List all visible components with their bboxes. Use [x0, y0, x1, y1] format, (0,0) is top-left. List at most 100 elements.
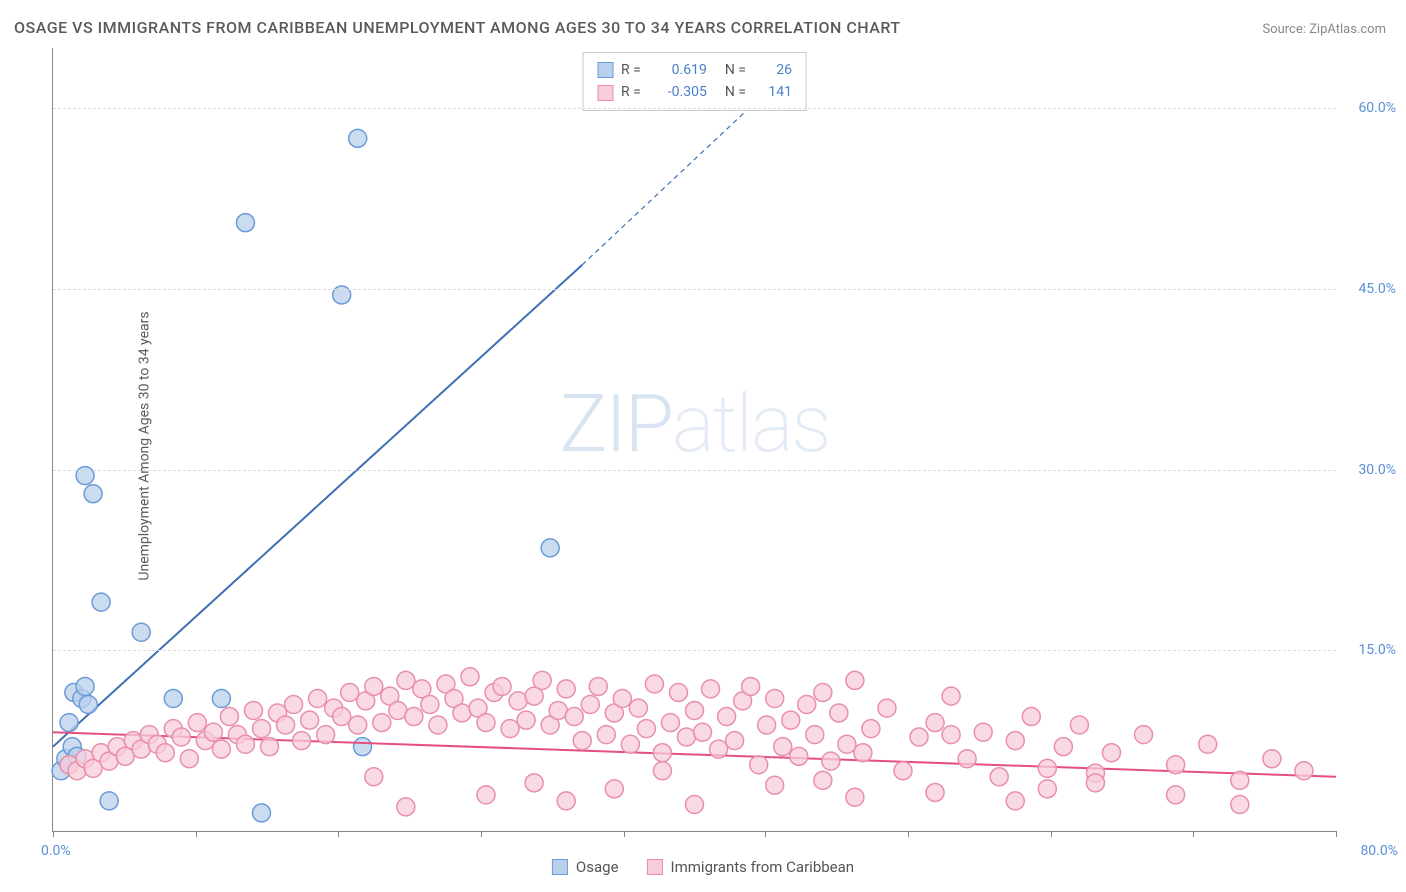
series-name: Osage: [576, 858, 619, 876]
scatter-point: [236, 735, 254, 753]
scatter-point: [349, 129, 367, 147]
scatter-point: [926, 783, 944, 801]
y-tick-label: 45.0%: [1341, 281, 1396, 297]
scatter-point: [589, 677, 607, 695]
scatter-point: [862, 720, 880, 738]
scatter-point: [204, 723, 222, 741]
scatter-point: [718, 708, 736, 726]
legend-swatch: [647, 859, 663, 875]
scatter-point: [1263, 750, 1281, 768]
scatter-point: [605, 780, 623, 798]
scatter-point: [974, 723, 992, 741]
scatter-point: [597, 726, 615, 744]
legend-n-label: N =: [725, 81, 746, 103]
scatter-point: [453, 704, 471, 722]
plot-area: ZIPatlas R =0.619N =26R =-0.305N =141 0.…: [52, 48, 1336, 832]
scatter-point: [990, 768, 1008, 786]
scatter-point: [1070, 716, 1088, 734]
legend-swatch: [597, 62, 613, 78]
source-label: Source:: [1262, 22, 1305, 37]
scatter-point: [758, 716, 776, 734]
scatter-point: [533, 671, 551, 689]
scatter-point: [766, 689, 784, 707]
scatter-point: [252, 720, 270, 738]
legend-n-value: 141: [758, 81, 792, 103]
series-legend-item: Osage: [552, 858, 619, 876]
scatter-point: [397, 798, 415, 816]
scatter-point: [557, 792, 575, 810]
x-tick: [338, 831, 339, 837]
legend-r-value: -0.305: [653, 81, 707, 103]
scatter-point: [172, 728, 190, 746]
correlation-legend-row: R =0.619N =26: [597, 59, 792, 81]
scatter-point: [613, 689, 631, 707]
scatter-point: [750, 756, 768, 774]
scatter-point: [293, 732, 311, 750]
correlation-legend: R =0.619N =26R =-0.305N =141: [582, 52, 807, 111]
scatter-point: [541, 539, 559, 557]
scatter-point: [429, 716, 447, 734]
scatter-point: [686, 795, 704, 813]
scatter-point: [677, 728, 695, 746]
scatter-point: [156, 744, 174, 762]
scatter-point: [1135, 726, 1153, 744]
legend-r-value: 0.619: [653, 59, 707, 81]
y-tick-label: 60.0%: [1341, 100, 1396, 116]
legend-swatch: [552, 859, 568, 875]
scatter-point: [790, 747, 808, 765]
scatter-point: [309, 689, 327, 707]
scatter-point: [397, 671, 415, 689]
scatter-point: [365, 677, 383, 695]
scatter-point: [285, 696, 303, 714]
scatter-point: [846, 788, 864, 806]
scatter-point: [349, 716, 367, 734]
scatter-point: [317, 726, 335, 744]
scatter-point: [1006, 732, 1024, 750]
scatter-point: [1038, 780, 1056, 798]
scatter-point: [477, 714, 495, 732]
scatter-point: [822, 752, 840, 770]
series-legend-item: Immigrants from Caribbean: [647, 858, 855, 876]
scatter-point: [517, 711, 535, 729]
gridline: [53, 108, 1336, 109]
scatter-point: [341, 683, 359, 701]
scatter-point: [1231, 795, 1249, 813]
scatter-point: [1022, 708, 1040, 726]
scatter-point: [405, 708, 423, 726]
scatter-point: [942, 726, 960, 744]
scatter-point: [1167, 756, 1185, 774]
gridline: [53, 470, 1336, 471]
scatter-point: [581, 696, 599, 714]
scatter-point: [653, 762, 671, 780]
scatter-point: [958, 750, 976, 768]
scatter-point: [565, 708, 583, 726]
scatter-point: [421, 696, 439, 714]
scatter-point: [365, 768, 383, 786]
scatter-point: [742, 677, 760, 695]
scatter-point: [629, 699, 647, 717]
scatter-point: [60, 714, 78, 732]
scatter-point: [1231, 771, 1249, 789]
scatter-point: [100, 792, 118, 810]
scatter-point: [661, 714, 679, 732]
scatter-point: [493, 677, 511, 695]
trend-line: [53, 265, 582, 747]
scatter-point: [702, 680, 720, 698]
scatter-point: [180, 750, 198, 768]
legend-swatch: [597, 85, 613, 101]
scatter-point: [509, 692, 527, 710]
scatter-point: [710, 740, 728, 758]
scatter-point: [277, 716, 295, 734]
scatter-point: [910, 728, 928, 746]
x-tick: [1193, 831, 1194, 837]
x-axis-max-label: 80.0%: [1360, 843, 1398, 859]
scatter-point: [942, 687, 960, 705]
scatter-point: [477, 786, 495, 804]
source-attribution: Source: ZipAtlas.com: [1262, 22, 1386, 37]
scatter-point: [814, 771, 832, 789]
scatter-point: [846, 671, 864, 689]
scatter-point: [76, 677, 94, 695]
scatter-point: [1086, 774, 1104, 792]
scatter-point: [573, 732, 591, 750]
series-name: Immigrants from Caribbean: [671, 858, 855, 876]
